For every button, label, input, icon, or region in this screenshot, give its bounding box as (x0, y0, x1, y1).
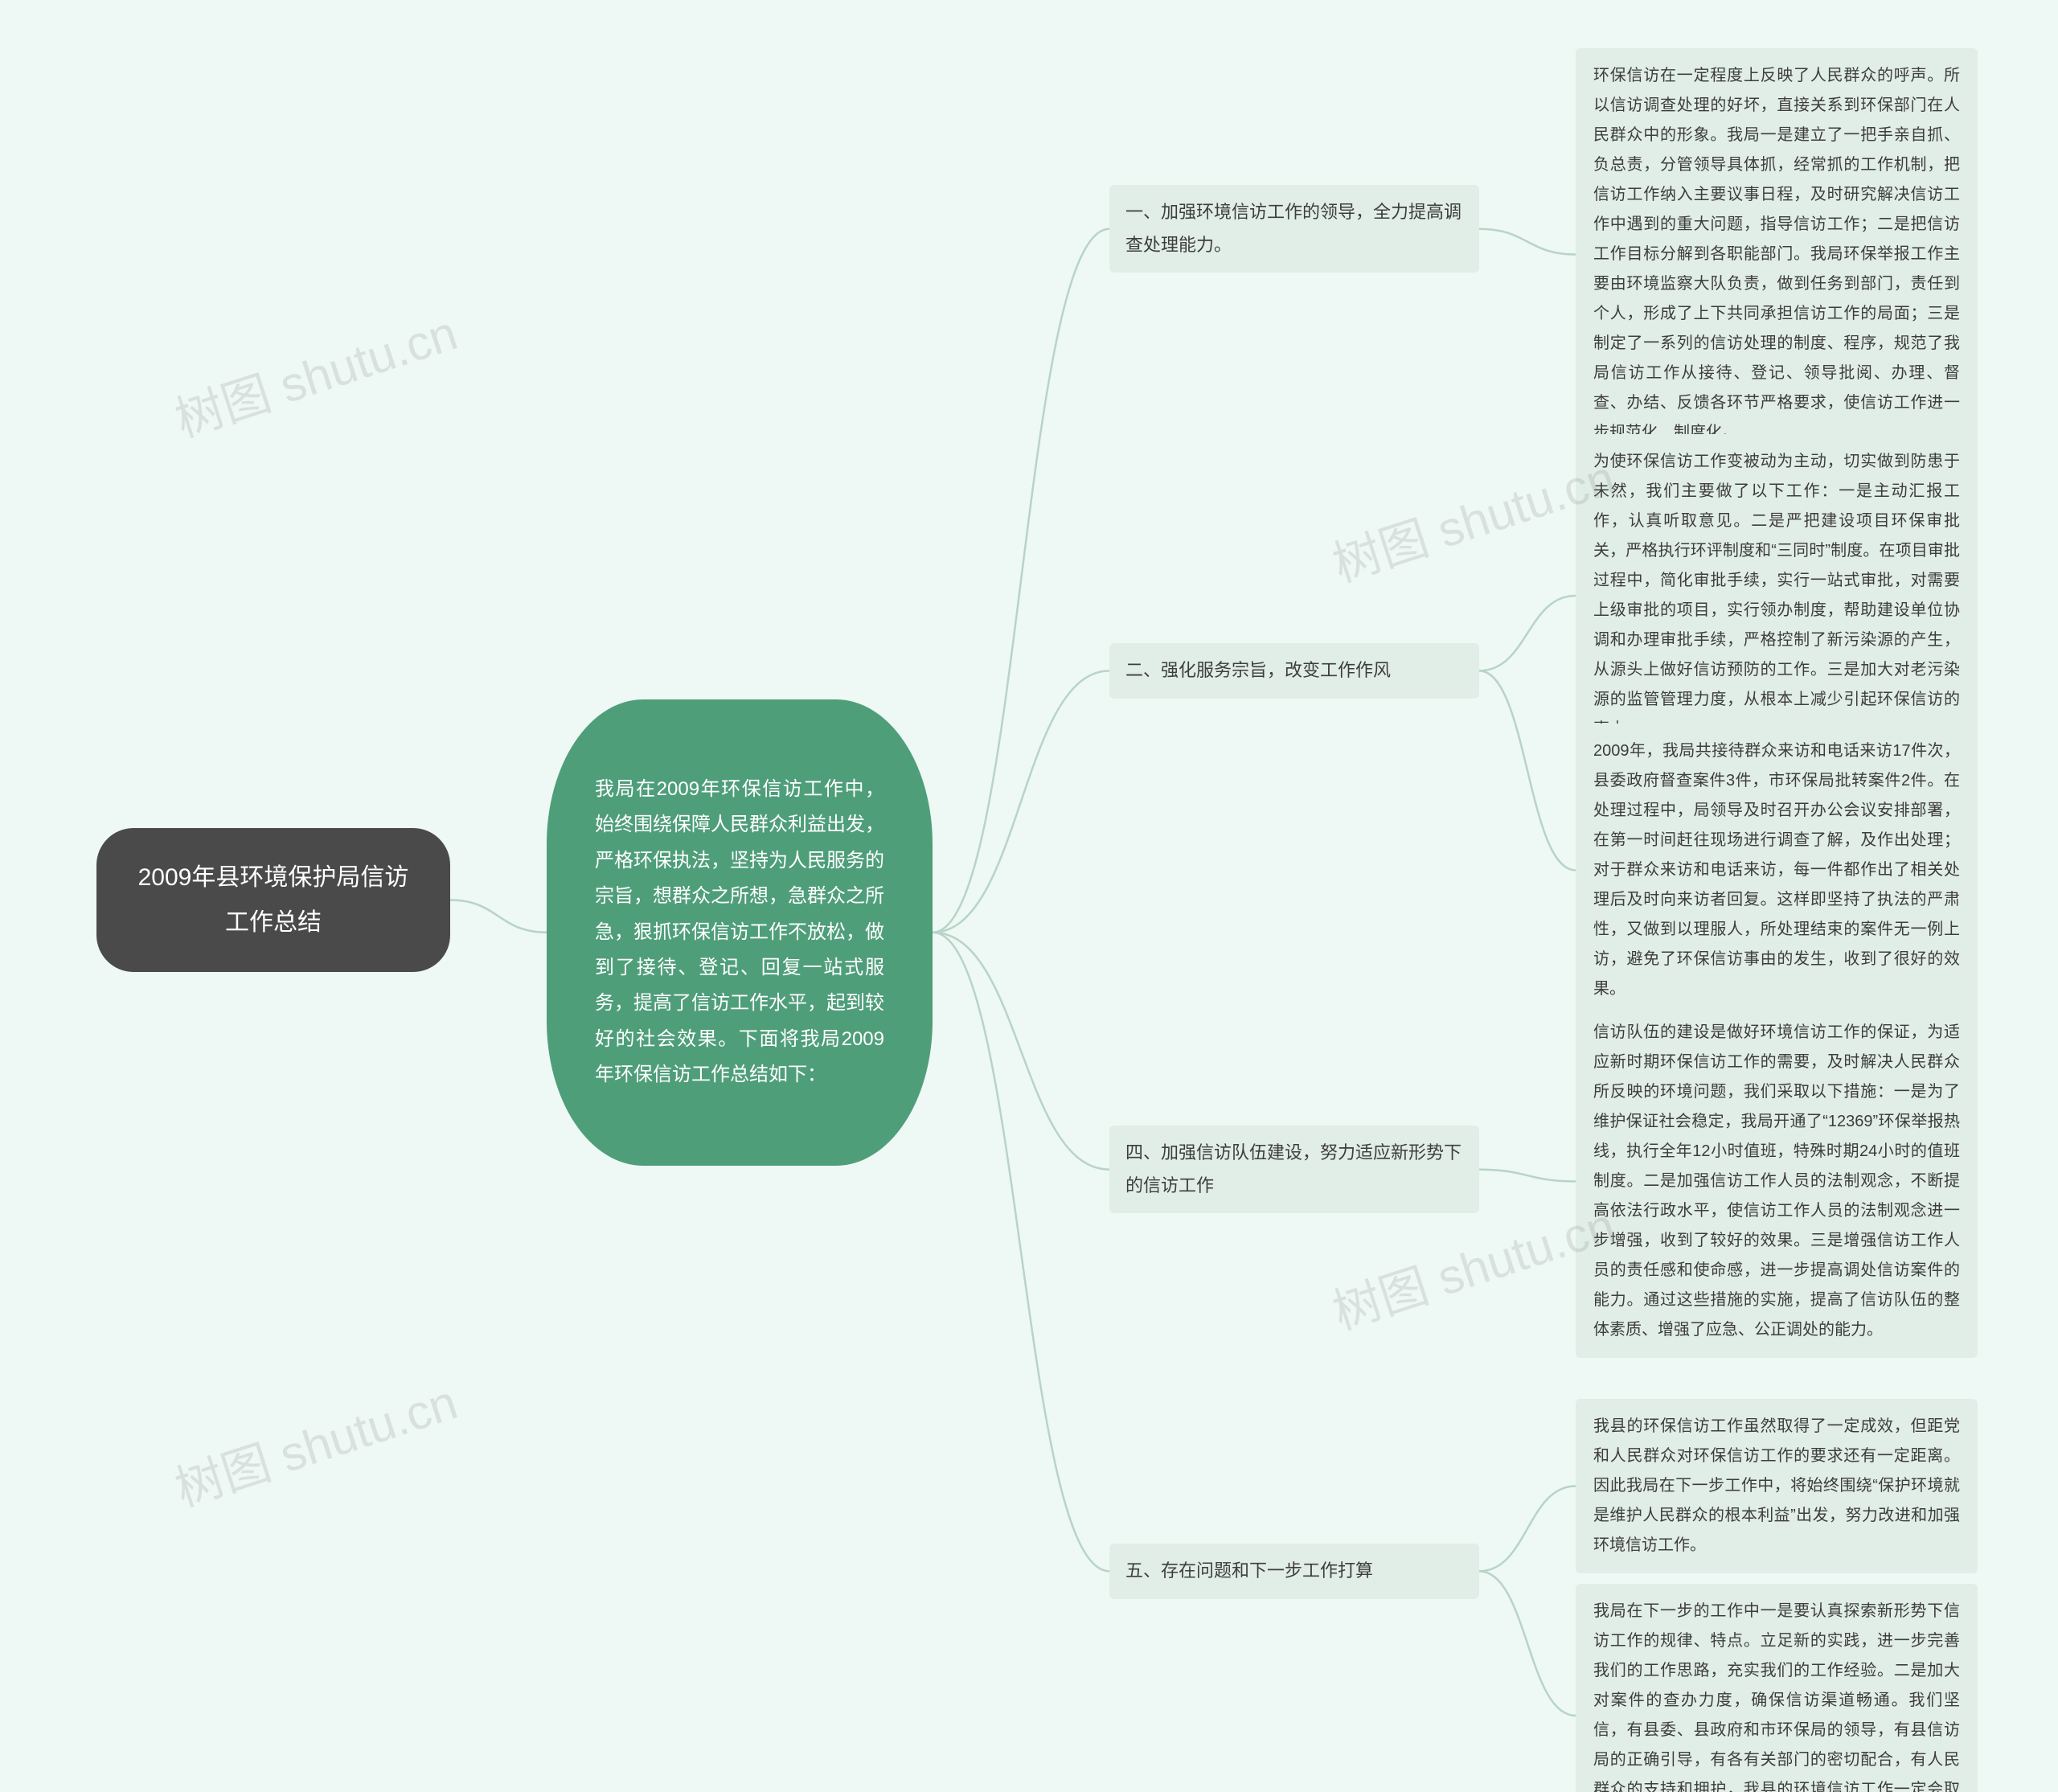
branch-2: 二、强化服务宗旨，改变工作作风 (1109, 643, 1479, 699)
branch-4-leaf-1: 我县的环保信访工作虽然取得了一定成效，但距党和人民群众对环保信访工作的要求还有一… (1576, 1399, 1978, 1573)
watermark-1: 树图 shutu.cn (165, 294, 465, 451)
branch-4-leaf-2: 我局在下一步的工作中一是要认真探索新形势下信访工作的规律、特点。立足新的实践，进… (1576, 1584, 1978, 1792)
branch-3: 四、加强信访队伍建设，努力适应新形势下的信访工作 (1109, 1126, 1479, 1213)
branch-2-leaf-2-text: 2009年，我局共接待群众来访和电话来访17件次，县委政府督查案件3件，市环保局… (1593, 742, 1960, 998)
mindmap-intro: 我局在2009年环保信访工作中，始终围绕保障人民群众利益出发，严格环保执法，坚持… (547, 699, 933, 1166)
branch-2-leaf-2: 2009年，我局共接待群众来访和电话来访17件次，县委政府督查案件3件，市环保局… (1576, 724, 1978, 1017)
branch-4-leaf-2-text: 我局在下一步的工作中一是要认真探索新形势下信访工作的规律、特点。立足新的实践，进… (1593, 1602, 1960, 1792)
branch-1-title: 一、加强环境信访工作的领导，全力提高调查处理能力。 (1125, 202, 1462, 255)
root-text: 2009年县环境保护局信访工作总结 (138, 864, 409, 936)
branch-2-title: 二、强化服务宗旨，改变工作作风 (1125, 660, 1391, 680)
branch-4-title: 五、存在问题和下一步工作打算 (1125, 1560, 1373, 1581)
branch-1-leaf-1-text: 环保信访在一定程度上反映了人民群众的呼声。所以信访调查处理的好坏，直接关系到环保… (1593, 67, 1960, 441)
branch-1: 一、加强环境信访工作的领导，全力提高调查处理能力。 (1109, 185, 1479, 273)
branch-4: 五、存在问题和下一步工作打算 (1109, 1544, 1479, 1599)
watermark-3: 树图 shutu.cn (165, 1363, 465, 1520)
branch-4-leaf-1-text: 我县的环保信访工作虽然取得了一定成效，但距党和人民群众对环保信访工作的要求还有一… (1593, 1417, 1960, 1554)
branch-1-leaf-1: 环保信访在一定程度上反映了人民群众的呼声。所以信访调查处理的好坏，直接关系到环保… (1576, 48, 1978, 461)
branch-3-leaf-1-text: 信访队伍的建设是做好环境信访工作的保证，为适应新时期环保信访工作的需要，及时解决… (1593, 1023, 1960, 1339)
branch-3-leaf-1: 信访队伍的建设是做好环境信访工作的保证，为适应新时期环保信访工作的需要，及时解决… (1576, 1005, 1978, 1358)
branch-2-leaf-1-text: 为使环保信访工作变被动为主动，切实做到防患于未然，我们主要做了以下工作：一是主动… (1593, 453, 1960, 738)
intro-text: 我局在2009年环保信访工作中，始终围绕保障人民群众利益出发，严格环保执法，坚持… (595, 778, 884, 1085)
branch-3-title: 四、加强信访队伍建设，努力适应新形势下的信访工作 (1125, 1142, 1462, 1195)
branch-2-leaf-1: 为使环保信访工作变被动为主动，切实做到防患于未然，我们主要做了以下工作：一是主动… (1576, 434, 1978, 757)
mindmap-root: 2009年县环境保护局信访工作总结 (96, 828, 450, 972)
